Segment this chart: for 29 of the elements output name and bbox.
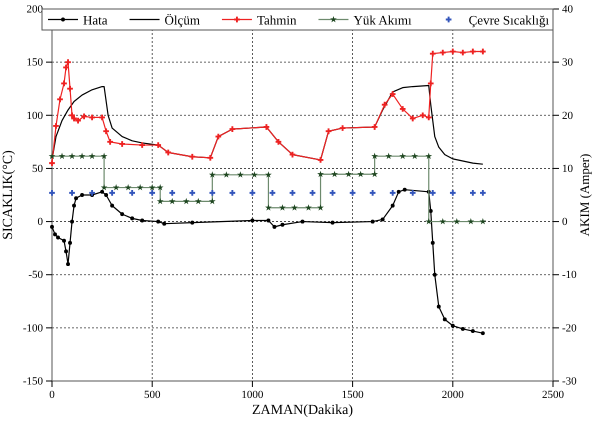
y2-axis-title: AKIM (Amper) xyxy=(577,154,592,236)
x-axis-title: ZAMAN(Dakika) xyxy=(252,403,354,418)
legend-label: Çevre Sıcaklığı xyxy=(468,12,550,28)
x-tick-label: 500 xyxy=(144,388,161,401)
x-tick-label: 1000 xyxy=(241,388,264,401)
y-tick-label: 150 xyxy=(26,56,44,69)
legend-label: Tahmin xyxy=(256,12,297,28)
x-tick-label: 0 xyxy=(49,388,56,401)
y2-tick-label: -10 xyxy=(562,269,578,282)
y-tick-label: 0 xyxy=(38,216,44,228)
legend-label: Ölçüm xyxy=(164,12,200,28)
x-tick-label: 2500 xyxy=(542,388,564,401)
y2-tick-label: 20 xyxy=(562,110,574,122)
y2-tick-label: -30 xyxy=(562,376,578,388)
y-axis-title: SICAKLIK(°C) xyxy=(1,150,16,240)
y2-tick-label: 10 xyxy=(562,162,574,175)
y2-tick-label: -20 xyxy=(562,322,578,334)
x-tick-label: 1500 xyxy=(342,388,364,401)
legend-label: Hata xyxy=(83,12,108,28)
x-tick-label: 2000 xyxy=(442,388,464,401)
y-tick-label: 50 xyxy=(32,162,44,175)
y2-tick-label: 30 xyxy=(562,56,574,69)
y-tick-label: -50 xyxy=(28,269,44,282)
legend-label: Yük Akımı xyxy=(353,12,412,28)
y2-tick-label: 40 xyxy=(562,4,574,16)
y-tick-label: -100 xyxy=(22,322,44,334)
y-tick-label: 100 xyxy=(26,110,44,122)
y-tick-label: -150 xyxy=(22,376,44,388)
y2-tick-label: 0 xyxy=(562,216,568,228)
